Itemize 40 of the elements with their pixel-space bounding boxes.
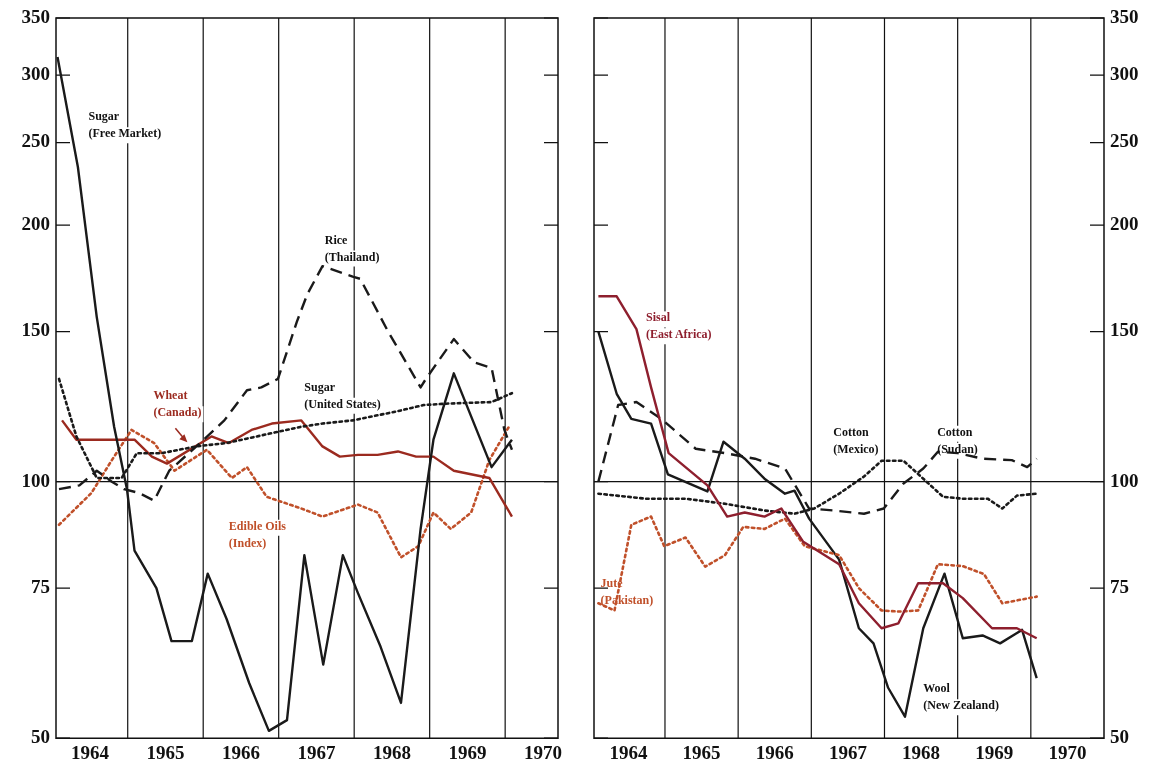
y-tick-label: 100 [21,469,50,491]
x-tick-label: 1967 [828,741,868,763]
x-tick-label: 1966 [221,741,260,763]
y-tick-label: 75 [31,576,50,598]
x-tick-label: 1969 [448,741,487,763]
series-label: Rice (Thailand) [324,232,380,264]
y-tick-label: 50 [1110,726,1129,748]
series-label: Cotton (Sudan) [937,424,978,456]
x-tick-label: 1964 [70,741,110,763]
x-tick-label: 1969 [975,741,1014,763]
series-label: Wheat (Canada) [153,388,202,420]
x-tick-label: 1964 [609,741,648,763]
x-tick-label: 1966 [755,741,794,763]
y-tick-label: 150 [1110,319,1139,341]
y-tick-label: 75 [1110,576,1129,598]
x-tick-label: 1970 [1048,741,1087,763]
y-tick-label: 250 [1110,130,1139,152]
series-label: Cotton (Mexico) [833,424,879,456]
y-tick-label: 200 [1110,213,1139,235]
y-tick-label: 250 [21,130,50,152]
y-tick-label: 300 [21,62,50,84]
x-tick-label: 1965 [146,741,185,763]
y-tick-label: 200 [21,213,50,235]
series-label: Jute (Pakistan) [600,576,654,608]
y-tick-label: 50 [31,726,50,748]
series-label: Edible Oils (Index) [228,518,287,550]
y-tick-label: 300 [1110,62,1139,84]
y-tick-label: 350 [1110,5,1139,27]
series-label: Sugar (United States) [304,379,381,411]
x-tick-label: 1965 [682,741,721,763]
y-tick-label: 100 [1110,469,1139,491]
x-tick-label: 1970 [523,741,562,763]
series-label: Sugar (Free Market) [88,109,162,141]
x-tick-label: 1967 [297,741,336,763]
y-tick-label: 350 [21,5,50,27]
series-label: Wool (New Zealand) [923,681,999,713]
y-tick-label: 150 [21,319,50,341]
series-label: Sisal (East Africa) [645,310,712,342]
x-tick-label: 1968 [902,741,941,763]
x-tick-label: 1968 [372,741,411,763]
